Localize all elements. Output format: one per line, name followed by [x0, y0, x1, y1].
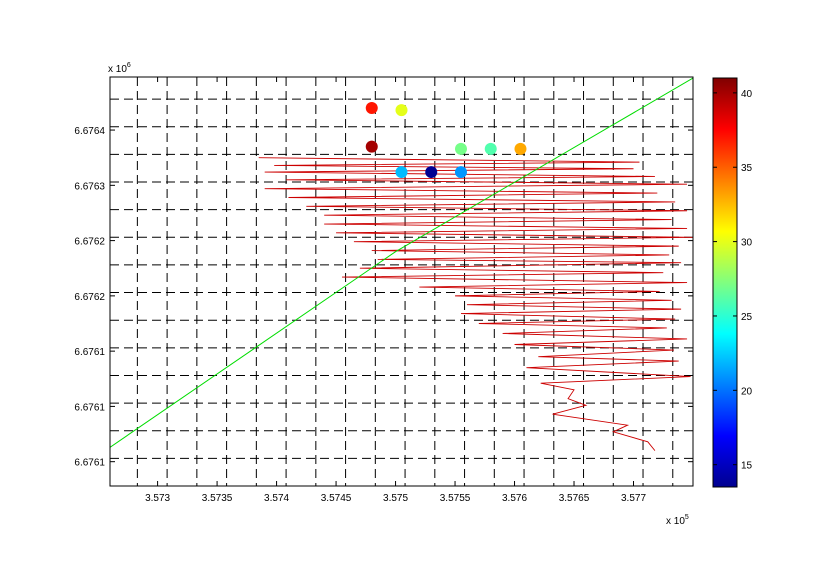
y-tick-label: 6.6761: [74, 458, 105, 469]
colorbar-tick-label: 20: [741, 386, 753, 397]
green-line: [110, 77, 693, 448]
y-axis: 6.6761 6.6761 6.6761 6.6762 6.6762 6.6763 6.67…: [74, 126, 693, 469]
plot-frame: [109, 76, 694, 487]
y-multiplier: x 106: [108, 62, 131, 75]
x-tick-label: 3.577: [621, 493, 646, 504]
colorbar-tick-label: 30: [741, 238, 753, 249]
x-tick-label: 3.5755: [440, 493, 471, 504]
colorbar-axis: 15 20 25 30 35 40: [713, 89, 753, 472]
x-tick-label: 3.5765: [559, 493, 590, 504]
y-tick-label: 6.6764: [74, 126, 105, 137]
data-point: [365, 140, 378, 153]
y-tick-label: 6.6763: [74, 181, 105, 192]
data-point: [365, 101, 378, 114]
colorbar-tick-label: 40: [741, 89, 753, 100]
track-series: [258, 157, 693, 451]
scatter-points: [365, 101, 527, 179]
data-point: [454, 166, 467, 179]
colorbar-tick-label: 25: [741, 312, 753, 323]
x-tick-label: 3.5745: [321, 493, 352, 504]
x-tick-label: 3.5735: [202, 493, 233, 504]
data-point: [484, 142, 497, 155]
x-tick-label: 3.573: [145, 493, 170, 504]
data-point: [395, 104, 408, 117]
x-axis: 3.573 3.5735 3.574 3.5745 3.575 3.5755 3.576 3.…: [145, 77, 646, 504]
y-tick-label: 6.6761: [74, 402, 105, 413]
data-point: [395, 166, 408, 179]
y-tick-label: 6.6762: [74, 237, 105, 248]
x-multiplier: x 105: [666, 514, 689, 527]
colorbar: [712, 77, 738, 488]
green-line-series: [110, 77, 693, 448]
x-tick-label: 3.574: [264, 493, 289, 504]
data-point: [425, 166, 438, 179]
colorbar-tick-label: 35: [741, 163, 753, 174]
colorbar-tick-label: 15: [741, 461, 753, 472]
x-tick-label: 3.575: [383, 493, 408, 504]
y-tick-label: 6.6762: [74, 292, 105, 303]
data-point: [514, 142, 527, 155]
y-tick-label: 6.6761: [74, 347, 105, 358]
data-point: [454, 142, 467, 155]
x-tick-label: 3.576: [502, 493, 527, 504]
track-line: [258, 157, 693, 451]
